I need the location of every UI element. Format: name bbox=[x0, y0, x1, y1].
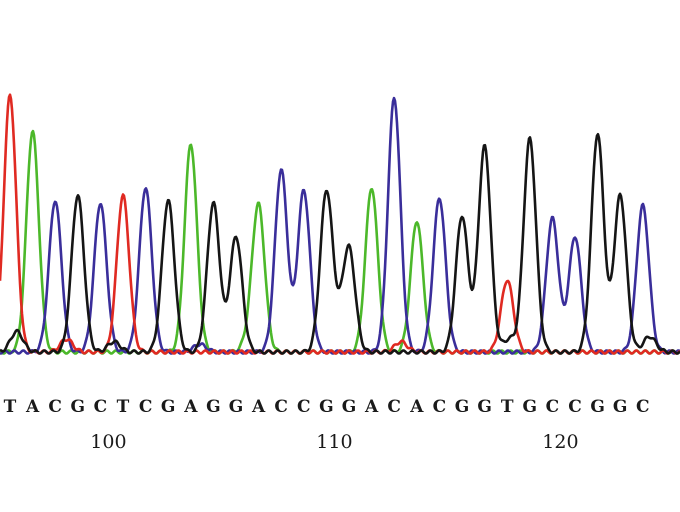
base-call: C bbox=[568, 397, 582, 417]
base-call: A bbox=[25, 397, 40, 417]
base-call: A bbox=[364, 397, 379, 417]
base-call: C bbox=[48, 397, 62, 417]
trace-t bbox=[0, 93, 680, 355]
base-call: G bbox=[229, 397, 244, 417]
base-call: G bbox=[613, 397, 628, 417]
position-label: 120 bbox=[542, 431, 578, 453]
base-call: C bbox=[433, 397, 447, 417]
trace-c bbox=[0, 96, 680, 355]
base-call: G bbox=[590, 397, 605, 417]
position-label: 100 bbox=[90, 431, 126, 453]
trace-layer bbox=[0, 93, 680, 355]
position-label-row: 100 110 120 bbox=[90, 431, 578, 453]
base-call: T bbox=[117, 397, 130, 417]
base-call: A bbox=[251, 397, 266, 417]
base-call: C bbox=[139, 397, 153, 417]
base-call: G bbox=[342, 397, 357, 417]
base-call: C bbox=[387, 397, 401, 417]
base-call: G bbox=[477, 397, 492, 417]
position-label: 110 bbox=[316, 431, 352, 453]
base-call: G bbox=[319, 397, 334, 417]
base-call: A bbox=[183, 397, 198, 417]
base-call: C bbox=[297, 397, 311, 417]
base-call: C bbox=[94, 397, 108, 417]
base-call: C bbox=[274, 397, 288, 417]
base-call: G bbox=[206, 397, 221, 417]
base-call: G bbox=[161, 397, 176, 417]
base-call: A bbox=[409, 397, 424, 417]
base-call: G bbox=[71, 397, 86, 417]
base-call: G bbox=[455, 397, 470, 417]
base-call: G bbox=[523, 397, 538, 417]
base-call: T bbox=[4, 397, 17, 417]
base-call: C bbox=[636, 397, 650, 417]
trace-g bbox=[0, 133, 680, 355]
base-call: C bbox=[546, 397, 560, 417]
base-call: T bbox=[501, 397, 514, 417]
